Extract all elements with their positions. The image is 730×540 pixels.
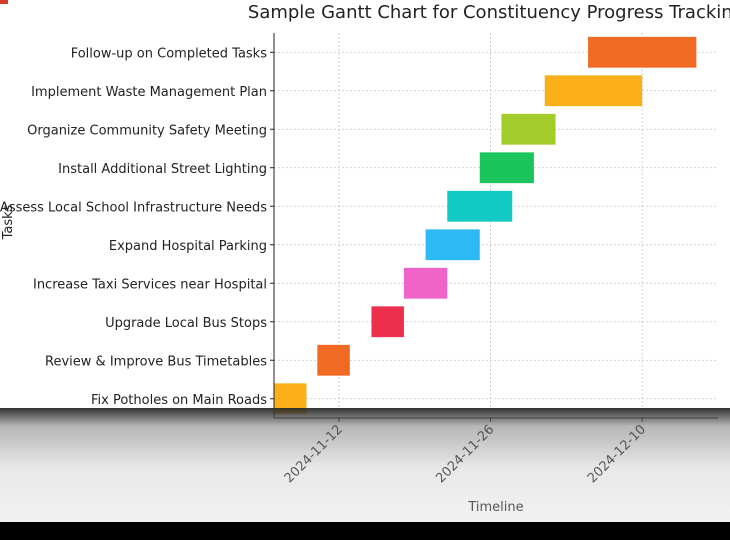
task-bar <box>544 75 643 107</box>
task-bar <box>425 229 480 261</box>
task-bar <box>403 267 448 299</box>
chart-title: Sample Gantt Chart for Constituency Prog… <box>248 2 730 23</box>
y-tick-label: Install Additional Street Lighting <box>58 162 267 177</box>
y-tick-label: Follow-up on Completed Tasks <box>71 46 268 61</box>
x-tick-label: 2024-11-12 <box>282 422 346 486</box>
task-bar <box>588 36 697 68</box>
y-tick-label: Upgrade Local Bus Stops <box>105 316 267 331</box>
bar-layer <box>274 36 697 415</box>
bottom-black-bar <box>0 522 730 540</box>
y-tick-label: Assess Local School Infrastructure Needs <box>0 200 267 215</box>
y-tick-label: Fix Potholes on Main Roads <box>91 393 267 408</box>
y-tick-label: Implement Waste Management Plan <box>31 85 267 100</box>
y-tick-label: Expand Hospital Parking <box>109 239 267 254</box>
x-tick-label: 2024-12-10 <box>585 422 649 486</box>
y-tick-label: Review & Improve Bus Timetables <box>45 354 267 369</box>
task-bar <box>371 306 404 338</box>
task-bar <box>274 383 307 415</box>
task-bar <box>447 190 513 222</box>
task-bar <box>501 113 556 145</box>
x-axis-title: Timeline <box>467 500 523 515</box>
x-tick-label: 2024-11-26 <box>433 422 497 486</box>
corner-mark <box>0 0 8 4</box>
label-layer: Fix Potholes on Main Roads Review & Impro… <box>0 46 649 486</box>
task-bar <box>317 344 350 376</box>
y-tick-label: Increase Taxi Services near Hospital <box>33 277 267 292</box>
y-axis-title: Tasks <box>1 204 16 240</box>
task-bar <box>479 152 534 184</box>
y-tick-label: Organize Community Safety Meeting <box>27 123 267 138</box>
